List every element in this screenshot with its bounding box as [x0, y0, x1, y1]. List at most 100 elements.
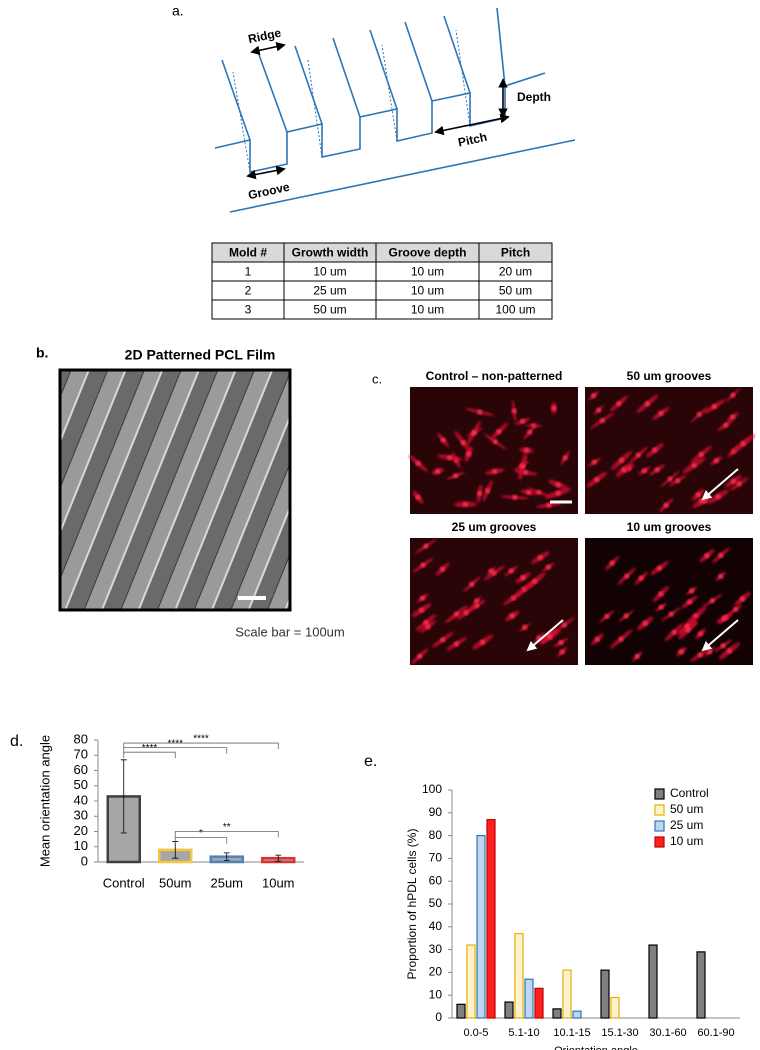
- x-axis-label: Orientation angle: [554, 1045, 638, 1050]
- legend-swatch: [654, 788, 665, 800]
- nucleus: [689, 588, 695, 594]
- nucleus: [621, 467, 627, 473]
- nucleus: [641, 468, 647, 474]
- nucleus: [474, 603, 480, 609]
- bar: [456, 1003, 466, 1019]
- nucleus: [668, 611, 674, 617]
- bar: [648, 944, 658, 1019]
- table-text: 1: [245, 265, 252, 279]
- micrographs: Control – non-patterned 50 um grooves 25 u…: [408, 369, 755, 665]
- nucleus: [704, 553, 710, 559]
- y-tick-label: 60: [429, 873, 443, 887]
- x-tick-label: 60.1-90: [697, 1027, 734, 1039]
- diagram-label: Depth: [517, 90, 551, 104]
- nucleus: [491, 570, 497, 576]
- nucleus: [619, 457, 625, 463]
- nucleus: [520, 575, 526, 581]
- nucleus: [707, 649, 713, 655]
- nucleus: [477, 490, 483, 496]
- nucleus: [713, 458, 719, 464]
- legend-swatch: [654, 804, 665, 816]
- nucleus: [726, 648, 732, 654]
- panel-label: a.: [172, 3, 184, 19]
- bar: [466, 944, 476, 1019]
- y-tick-label: 0: [435, 1010, 442, 1024]
- legend-swatch: [654, 820, 665, 832]
- nucleus: [469, 581, 475, 587]
- nucleus: [440, 637, 446, 643]
- nucleus: [447, 455, 453, 461]
- nucleus: [696, 411, 702, 417]
- film-title: 2D Patterned PCL Film: [125, 347, 276, 363]
- nucleus: [492, 439, 498, 445]
- nucleus: [520, 463, 526, 469]
- nucleus: [596, 407, 602, 413]
- x-tick-label: 0.0-5: [463, 1027, 488, 1039]
- table-text: 50 um: [499, 284, 532, 298]
- nucleus: [474, 598, 480, 604]
- nucleus: [477, 409, 483, 415]
- y-axis-label: Proportion of hPDL cells (%): [405, 829, 419, 980]
- x-tick-label: 10um: [262, 875, 295, 890]
- nucleus: [721, 615, 727, 621]
- nucleus: [698, 451, 704, 457]
- diagram-label: Groove: [247, 180, 291, 202]
- table-text: Groove depth: [388, 246, 466, 260]
- nucleus: [695, 492, 701, 498]
- y-tick-label: 90: [429, 805, 443, 819]
- nucleus: [687, 599, 693, 605]
- panel-label: d.: [10, 733, 23, 750]
- x-tick-label: 15.1-30: [601, 1027, 638, 1039]
- x-tick-label: 25um: [210, 875, 243, 890]
- nucleus: [537, 555, 543, 561]
- significance-bracket: [123, 747, 228, 754]
- nucleus: [435, 468, 441, 474]
- table-text: Mold #: [229, 246, 267, 260]
- nucleus: [509, 613, 515, 619]
- y-tick-label: 0: [81, 853, 88, 868]
- table-text: 10 um: [411, 284, 444, 298]
- nucleus: [711, 404, 717, 410]
- bar: [476, 834, 486, 1019]
- table-text: Growth width: [292, 246, 369, 260]
- table-text: 25 um: [313, 284, 346, 298]
- nucleus: [739, 596, 745, 602]
- nucleus: [480, 639, 486, 645]
- error-bar: [120, 759, 127, 834]
- nucleus: [454, 611, 460, 617]
- significance-bracket: [174, 837, 228, 844]
- nucleus: [730, 392, 736, 398]
- table-text: 10 um: [313, 265, 346, 279]
- nucleus: [545, 564, 551, 570]
- nucleus: [623, 613, 629, 619]
- nucleus: [415, 460, 421, 466]
- bar: [504, 1001, 514, 1019]
- bar: [562, 969, 572, 1019]
- nucleus: [599, 418, 605, 424]
- micrograph: [410, 387, 578, 514]
- significance-label: ****: [142, 743, 158, 754]
- direction-arrow: [701, 468, 739, 501]
- nucleus: [684, 623, 690, 629]
- nucleus: [594, 477, 600, 483]
- nucleus: [532, 578, 538, 584]
- legend-label: Control: [670, 786, 709, 800]
- film-image: [58, 368, 292, 612]
- diagram-label: Pitch: [457, 130, 489, 150]
- nucleus: [654, 467, 660, 473]
- nucleus: [709, 598, 715, 604]
- film-caption: Scale bar = 100um: [235, 624, 344, 639]
- nucleus: [656, 565, 662, 571]
- nucleus: [667, 476, 673, 482]
- panel-label: e.: [364, 753, 377, 770]
- nucleus: [522, 624, 528, 630]
- legend-label: 25 um: [670, 818, 703, 832]
- nucleus: [562, 455, 568, 461]
- nucleus: [440, 437, 446, 443]
- y-tick-label: 100: [422, 782, 442, 796]
- y-tick-label: 50: [74, 777, 88, 792]
- nucleus: [425, 624, 431, 630]
- nucleus: [691, 462, 697, 468]
- nucleus: [718, 573, 724, 579]
- nucleus: [536, 489, 542, 495]
